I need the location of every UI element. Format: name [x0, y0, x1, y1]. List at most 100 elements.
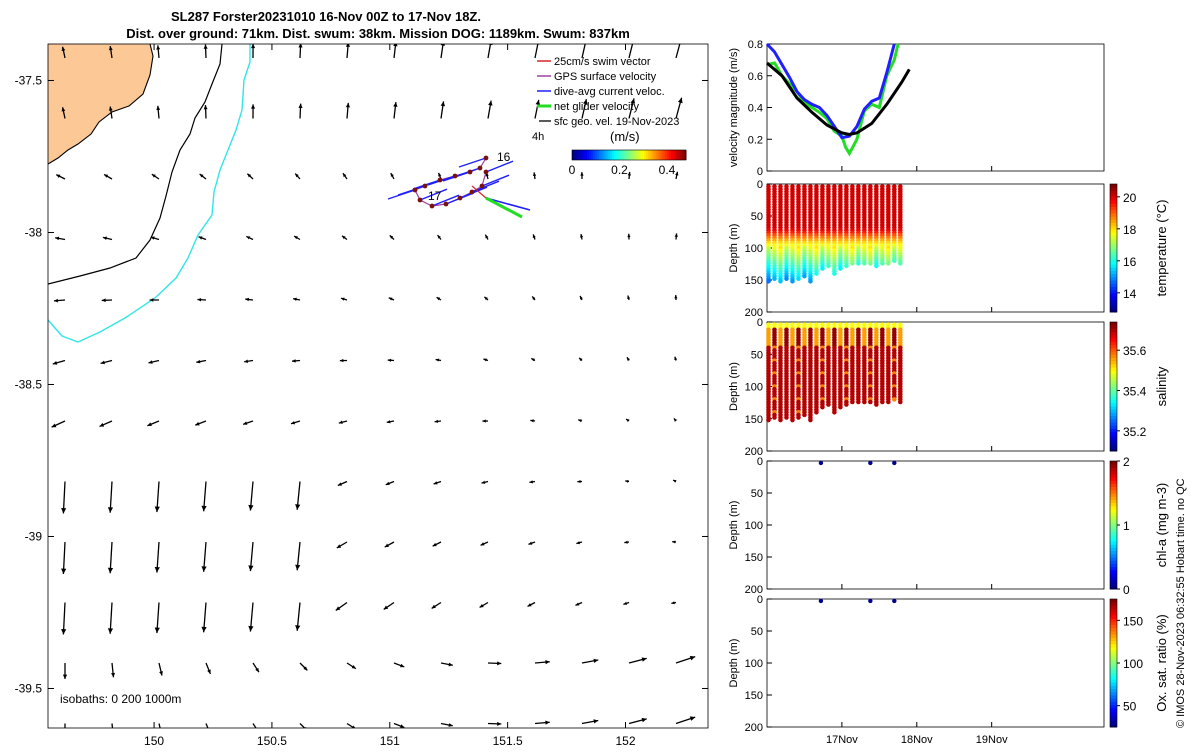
panel-colorbar-cell: [1110, 354, 1117, 358]
track-point: [484, 156, 489, 161]
panel-frame: [767, 599, 1104, 727]
profile-sample: [796, 415, 801, 420]
sample-point: [819, 461, 823, 465]
velocity-arrow-head: [630, 38, 635, 43]
map-title-line2: Dist. over ground: 71km. Dist. swum: 38k…: [126, 26, 630, 41]
panel-colorbar-tick: 35.4: [1123, 385, 1147, 399]
panel-ytick-label: 50: [751, 211, 763, 223]
panel-colorbar-cell: [1110, 634, 1117, 638]
panel-colorbar-cell: [1110, 717, 1117, 721]
panel-colorbar-cell: [1110, 274, 1117, 278]
panel-colorbar-cell: [1110, 235, 1117, 239]
panel-colorbar-cell: [1110, 708, 1117, 712]
panel-colorbar-cell: [1110, 387, 1117, 391]
panel-colorbar-tick: 50: [1123, 700, 1137, 714]
panel-colorbar-cell: [1110, 302, 1117, 306]
legend-swim-label: 25cm/s swim vector: [554, 56, 651, 68]
profile-sample: [856, 400, 861, 405]
panel-colorbar-cell: [1110, 612, 1117, 616]
panel-xtick-label: 19Nov: [976, 734, 1008, 746]
panel-ylabel: velocity magnitude (m/s): [728, 48, 740, 167]
panel-xtick-label: 18Nov: [901, 734, 933, 746]
panel-colorbar-cell: [1110, 644, 1117, 648]
panel-colorbar-cell: [1110, 711, 1117, 715]
profile-sample: [832, 271, 837, 276]
panel-colorbar-cell: [1110, 551, 1117, 555]
panel-colorbar-cell: [1110, 609, 1117, 613]
panel-colorbar-cell: [1110, 641, 1117, 645]
panel-ytick-label: 0.8: [748, 39, 763, 51]
profile-sample: [784, 415, 789, 420]
panel-ytick-label: 0.4: [748, 103, 763, 115]
profile-sample: [844, 264, 849, 269]
panel-colorbar-cell: [1110, 621, 1117, 625]
panel-colorbar-cell: [1110, 428, 1117, 432]
panel-colorbar-cell: [1110, 637, 1117, 641]
panel-colorbar-cell: [1110, 519, 1117, 523]
panel-colorbar-tick: 16: [1123, 255, 1137, 269]
profile-sample: [850, 261, 855, 266]
map-xtick-label: 150: [144, 734, 164, 748]
panel-ytick-label: 0: [757, 166, 763, 178]
sample-point: [868, 599, 872, 603]
panel-colorbar-cell: [1110, 393, 1117, 397]
profile-sample: [862, 261, 867, 266]
panel-ytick-label: 100: [745, 243, 763, 255]
panel-colorbar-cell: [1110, 245, 1117, 249]
track-label-16: 16: [497, 150, 511, 164]
profile-sample: [892, 259, 897, 264]
panel-colorbar-cell: [1110, 261, 1117, 265]
panel-ytick-label: 100: [745, 520, 763, 532]
panel-ytick-label: 0: [757, 179, 763, 191]
panel-colorbar-cell: [1110, 438, 1117, 442]
panel-ylabel: Depth (m): [728, 362, 740, 411]
panel-colorbar-cell: [1110, 480, 1117, 484]
panel-colorbar-cell: [1110, 286, 1117, 290]
profile-sample: [820, 405, 825, 410]
panel-colorbar-cell: [1110, 348, 1117, 352]
panel-colorbar-cell: [1110, 396, 1117, 400]
panel-colorbar-tick: 150: [1123, 614, 1143, 628]
profile-sample: [808, 279, 813, 284]
panel-colorbar-cell: [1110, 490, 1117, 494]
panel-colorbar-tick: 2: [1123, 455, 1130, 469]
legend-net-label: net glider velocity: [554, 101, 639, 113]
footer-credit: © IMOS 28-Nov-2023 06:32:55 Hobart time.…: [1175, 478, 1187, 728]
panel-colorbar-cell: [1110, 190, 1117, 194]
panel-colorbar-cell: [1110, 618, 1117, 622]
panel-colorbar-cell: [1110, 345, 1117, 349]
panel-ytick-label: 50: [751, 349, 763, 361]
panel-ytick-label: 100: [745, 658, 763, 670]
panel-colorbar-cell: [1110, 692, 1117, 696]
panel-colorbar-cell: [1110, 422, 1117, 426]
panel-colorbar-cell: [1110, 573, 1117, 577]
panel-colorbar-cell: [1110, 219, 1117, 223]
profile-sample: [826, 264, 831, 269]
profile-sample: [802, 274, 807, 279]
panel-colorbar-cell: [1110, 663, 1117, 667]
panel-ylabel: Depth (m): [728, 224, 740, 273]
panel-ytick-label: 0: [757, 594, 763, 606]
panel-colorbar-cell: [1110, 682, 1117, 686]
panel-colorbar-cell: [1110, 522, 1117, 526]
panel-colorbar-cell: [1110, 525, 1117, 529]
panel-colorbar-tick: 35.6: [1123, 344, 1147, 358]
sample-point: [892, 461, 896, 465]
panel-ytick-label: 150: [745, 552, 763, 564]
panel-ytick-label: 150: [745, 690, 763, 702]
profile-sample: [766, 279, 771, 284]
panel-colorbar-cell: [1110, 441, 1117, 445]
map-ytick-label: -39: [25, 529, 43, 543]
panel-colorbar-cell: [1110, 515, 1117, 519]
panel-colorbar-cell: [1110, 541, 1117, 545]
map-xtick-label: 150.5: [257, 734, 287, 748]
panel-colorbar-cell: [1110, 701, 1117, 705]
panel-colorbar-cell: [1110, 293, 1117, 297]
panel-colorbar-cell: [1110, 506, 1117, 510]
panel-colorbar-cell: [1110, 380, 1117, 384]
track-point: [444, 202, 449, 207]
velocity-arrow-head: [255, 728, 259, 732]
panel-colorbar-cell: [1110, 605, 1117, 609]
